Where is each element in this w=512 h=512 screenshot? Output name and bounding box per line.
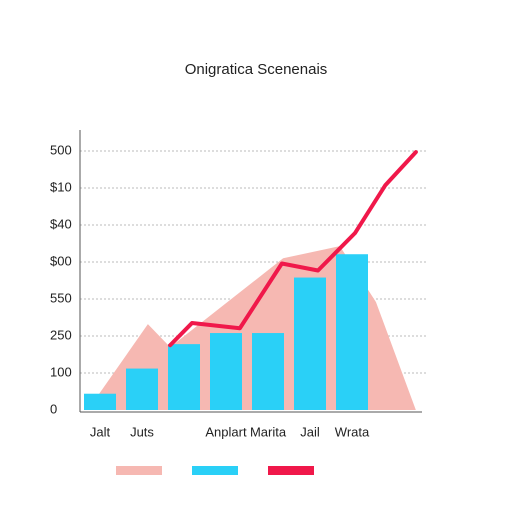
x-tick-label: Anplart: [205, 424, 247, 439]
bar: [252, 333, 284, 410]
bar: [126, 368, 158, 410]
y-tick-label: 0: [50, 401, 57, 416]
legend-swatch: [116, 466, 162, 475]
y-tick-label: 100: [50, 364, 72, 379]
bar: [336, 254, 368, 410]
plot: [84, 150, 418, 410]
bar: [294, 277, 326, 410]
x-tick-label: Juts: [130, 424, 154, 439]
y-tick-label: $00: [50, 253, 72, 268]
line: [168, 150, 418, 348]
y-tick-label: 250: [50, 327, 72, 342]
y-tick-label: 500: [50, 142, 72, 157]
y-tick-label: 550: [50, 290, 72, 305]
y-tick-label: $40: [50, 216, 72, 231]
chart-title: Onigratica Scenenais: [185, 61, 328, 78]
x-tick-label: Jalt: [90, 424, 111, 439]
bar: [84, 393, 116, 410]
bar: [168, 344, 200, 410]
bar: [210, 333, 242, 410]
x-tick-label: Wrata: [335, 424, 370, 439]
x-tick-label: Marita: [250, 424, 287, 439]
y-tick-label: $10: [50, 179, 72, 194]
legend-swatch: [192, 466, 238, 475]
legend-swatch: [268, 466, 314, 475]
x-tick-label: Jail: [300, 424, 320, 439]
